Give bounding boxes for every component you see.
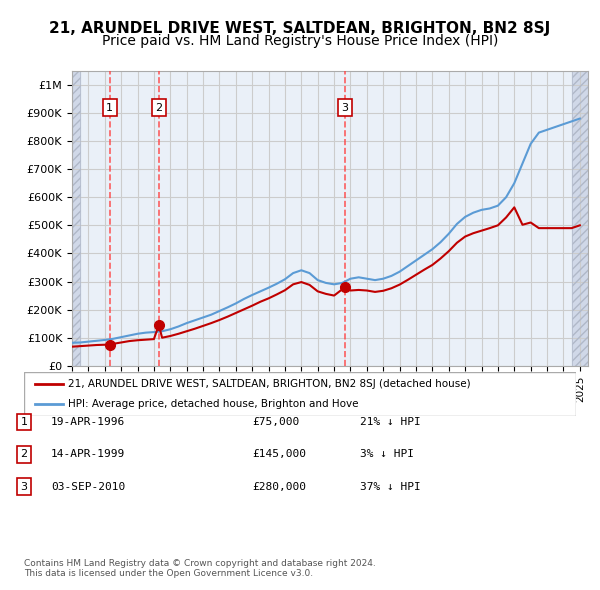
Text: 14-APR-1999: 14-APR-1999 bbox=[51, 450, 125, 459]
Text: £280,000: £280,000 bbox=[252, 482, 306, 491]
Text: 1: 1 bbox=[106, 103, 113, 113]
Text: 21, ARUNDEL DRIVE WEST, SALTDEAN, BRIGHTON, BN2 8SJ (detached house): 21, ARUNDEL DRIVE WEST, SALTDEAN, BRIGHT… bbox=[68, 379, 471, 389]
Text: 37% ↓ HPI: 37% ↓ HPI bbox=[360, 482, 421, 491]
FancyBboxPatch shape bbox=[24, 372, 576, 416]
Text: 2: 2 bbox=[20, 450, 28, 459]
Bar bbox=[72, 71, 80, 366]
Text: 2: 2 bbox=[155, 103, 163, 113]
Text: 3% ↓ HPI: 3% ↓ HPI bbox=[360, 450, 414, 459]
Bar bbox=[572, 71, 588, 366]
Bar bbox=[72, 71, 80, 366]
Text: 21, ARUNDEL DRIVE WEST, SALTDEAN, BRIGHTON, BN2 8SJ: 21, ARUNDEL DRIVE WEST, SALTDEAN, BRIGHT… bbox=[49, 21, 551, 35]
Text: 19-APR-1996: 19-APR-1996 bbox=[51, 417, 125, 427]
Text: Price paid vs. HM Land Registry's House Price Index (HPI): Price paid vs. HM Land Registry's House … bbox=[102, 34, 498, 48]
Text: Contains HM Land Registry data © Crown copyright and database right 2024.
This d: Contains HM Land Registry data © Crown c… bbox=[24, 559, 376, 578]
Bar bbox=[572, 71, 588, 366]
Text: 03-SEP-2010: 03-SEP-2010 bbox=[51, 482, 125, 491]
Text: HPI: Average price, detached house, Brighton and Hove: HPI: Average price, detached house, Brig… bbox=[68, 399, 359, 408]
Text: 3: 3 bbox=[341, 103, 349, 113]
Text: 3: 3 bbox=[20, 482, 28, 491]
Text: £145,000: £145,000 bbox=[252, 450, 306, 459]
Text: 1: 1 bbox=[20, 417, 28, 427]
Text: £75,000: £75,000 bbox=[252, 417, 299, 427]
Text: 21% ↓ HPI: 21% ↓ HPI bbox=[360, 417, 421, 427]
